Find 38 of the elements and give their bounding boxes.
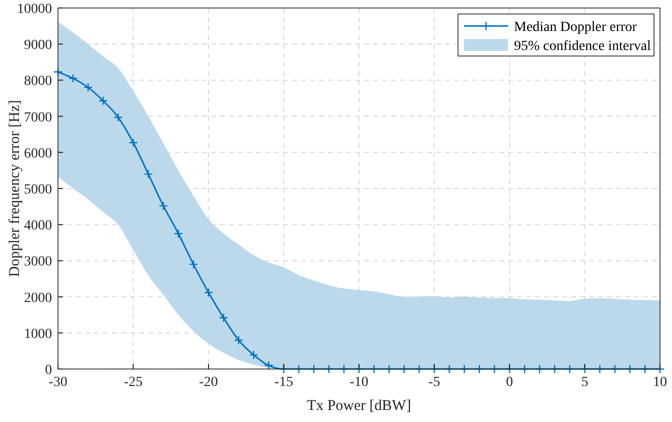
y-tick-label: 4000 [24, 218, 52, 234]
point [68, 74, 78, 83]
x-axis-title: Tx Power [dBW] [306, 398, 412, 414]
x-tick-label: -5 [428, 375, 440, 390]
y-tick-label: 9000 [24, 38, 52, 54]
x-tick-label: -15 [274, 375, 294, 390]
y-tick-label: 8000 [24, 74, 52, 90]
y-tick-label: 5000 [24, 182, 52, 198]
y-tick-label: 1000 [24, 326, 52, 342]
x-tick-label: -10 [350, 375, 368, 390]
point [128, 138, 138, 148]
point [144, 169, 153, 179]
x-tick-label: 10 [653, 375, 667, 390]
x-tick-label: -20 [199, 375, 218, 390]
point [158, 201, 168, 210]
point [249, 350, 258, 360]
legend-label: Median Doppler error [514, 20, 638, 35]
y-tick-label: 6000 [24, 146, 52, 162]
point [234, 336, 244, 345]
point [264, 360, 274, 370]
x-tick-label: -25 [124, 375, 143, 390]
y-tick-label: 0 [45, 363, 52, 378]
point [188, 260, 198, 269]
x-tick-label: 0 [506, 375, 513, 390]
x-tick-label: -30 [48, 375, 68, 390]
point [204, 288, 214, 298]
point [114, 112, 123, 122]
x-tick-label: 5 [581, 375, 588, 390]
point [98, 96, 108, 106]
y-axis-title: Doppler frequency error [Hz] [7, 100, 23, 277]
y-tick-label: 3000 [24, 254, 52, 270]
y-tick-label: 2000 [24, 290, 52, 306]
y-tick-label: 10000 [17, 2, 52, 17]
point [174, 229, 183, 238]
point [84, 82, 93, 92]
point [218, 313, 228, 322]
legend-label: 95% confidence interval [514, 39, 651, 54]
y-tick-label: 7000 [24, 110, 52, 126]
